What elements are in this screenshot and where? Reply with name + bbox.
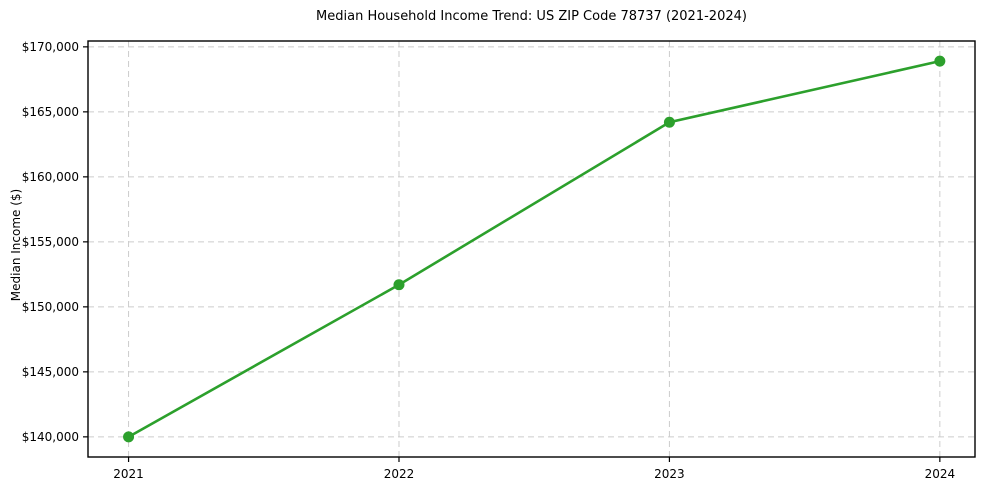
x-tick-label: 2024 [925, 467, 956, 481]
y-tick-label: $160,000 [22, 170, 79, 184]
data-point-2022 [393, 279, 405, 291]
y-tick-label: $155,000 [22, 235, 79, 249]
plot-border [87, 40, 976, 458]
y-tick-label: $150,000 [22, 300, 79, 314]
x-tick-label: 2022 [384, 467, 415, 481]
data-point-2021 [123, 431, 135, 443]
y-tick-label: $170,000 [22, 40, 79, 54]
data-point-2023 [663, 116, 675, 128]
x-tick-label: 2023 [654, 467, 685, 481]
trend-line [127, 59, 942, 439]
x-tick-label: 2021 [113, 467, 144, 481]
y-tick-label: $165,000 [22, 105, 79, 119]
data-point-2024 [934, 55, 946, 67]
y-tick-label: $140,000 [22, 430, 79, 444]
y-tick-label: $145,000 [22, 365, 79, 379]
chart-title: Median Household Income Trend: US ZIP Co… [316, 9, 747, 24]
